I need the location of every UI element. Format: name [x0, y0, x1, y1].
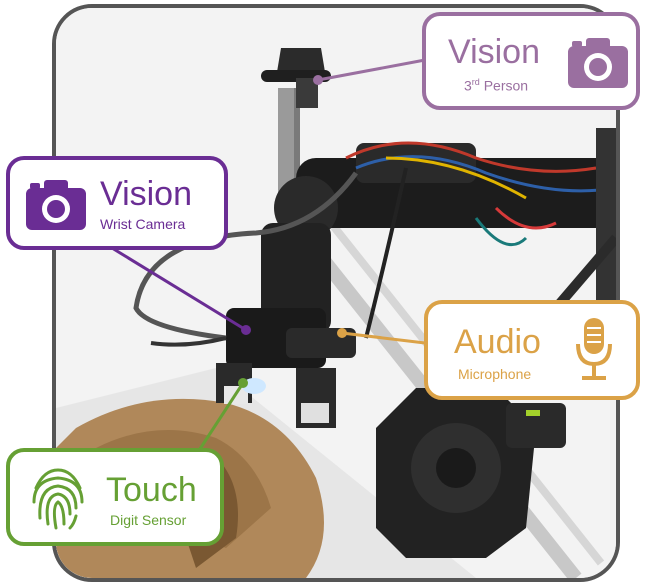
- callout-audio-microphone: Audio Microphone: [424, 300, 640, 400]
- callout-vision-third-title: Vision: [448, 33, 540, 71]
- callout-touch-digit-sensor: Touch Digit Sensor: [6, 448, 224, 546]
- callout-audio-subtitle: Microphone: [458, 366, 532, 382]
- callout-vision-third-person: Vision 3rd Person: [422, 12, 640, 110]
- callout-touch-subtitle: Digit Sensor: [110, 512, 187, 528]
- callout-vision-wrist-title: Vision: [100, 175, 192, 213]
- camera-icon: [568, 38, 628, 88]
- callout-vision-third-subtitle: 3rd Person: [464, 77, 529, 94]
- camera-icon: [26, 180, 86, 230]
- callout-vision-wrist-camera: Vision Wrist Camera: [6, 156, 228, 250]
- callout-audio-title: Audio: [454, 323, 541, 361]
- microphone-icon: [576, 318, 612, 380]
- callout-touch-title: Touch: [106, 471, 197, 509]
- fingerprint-icon: [32, 468, 84, 530]
- callout-vision-wrist-subtitle: Wrist Camera: [100, 216, 186, 232]
